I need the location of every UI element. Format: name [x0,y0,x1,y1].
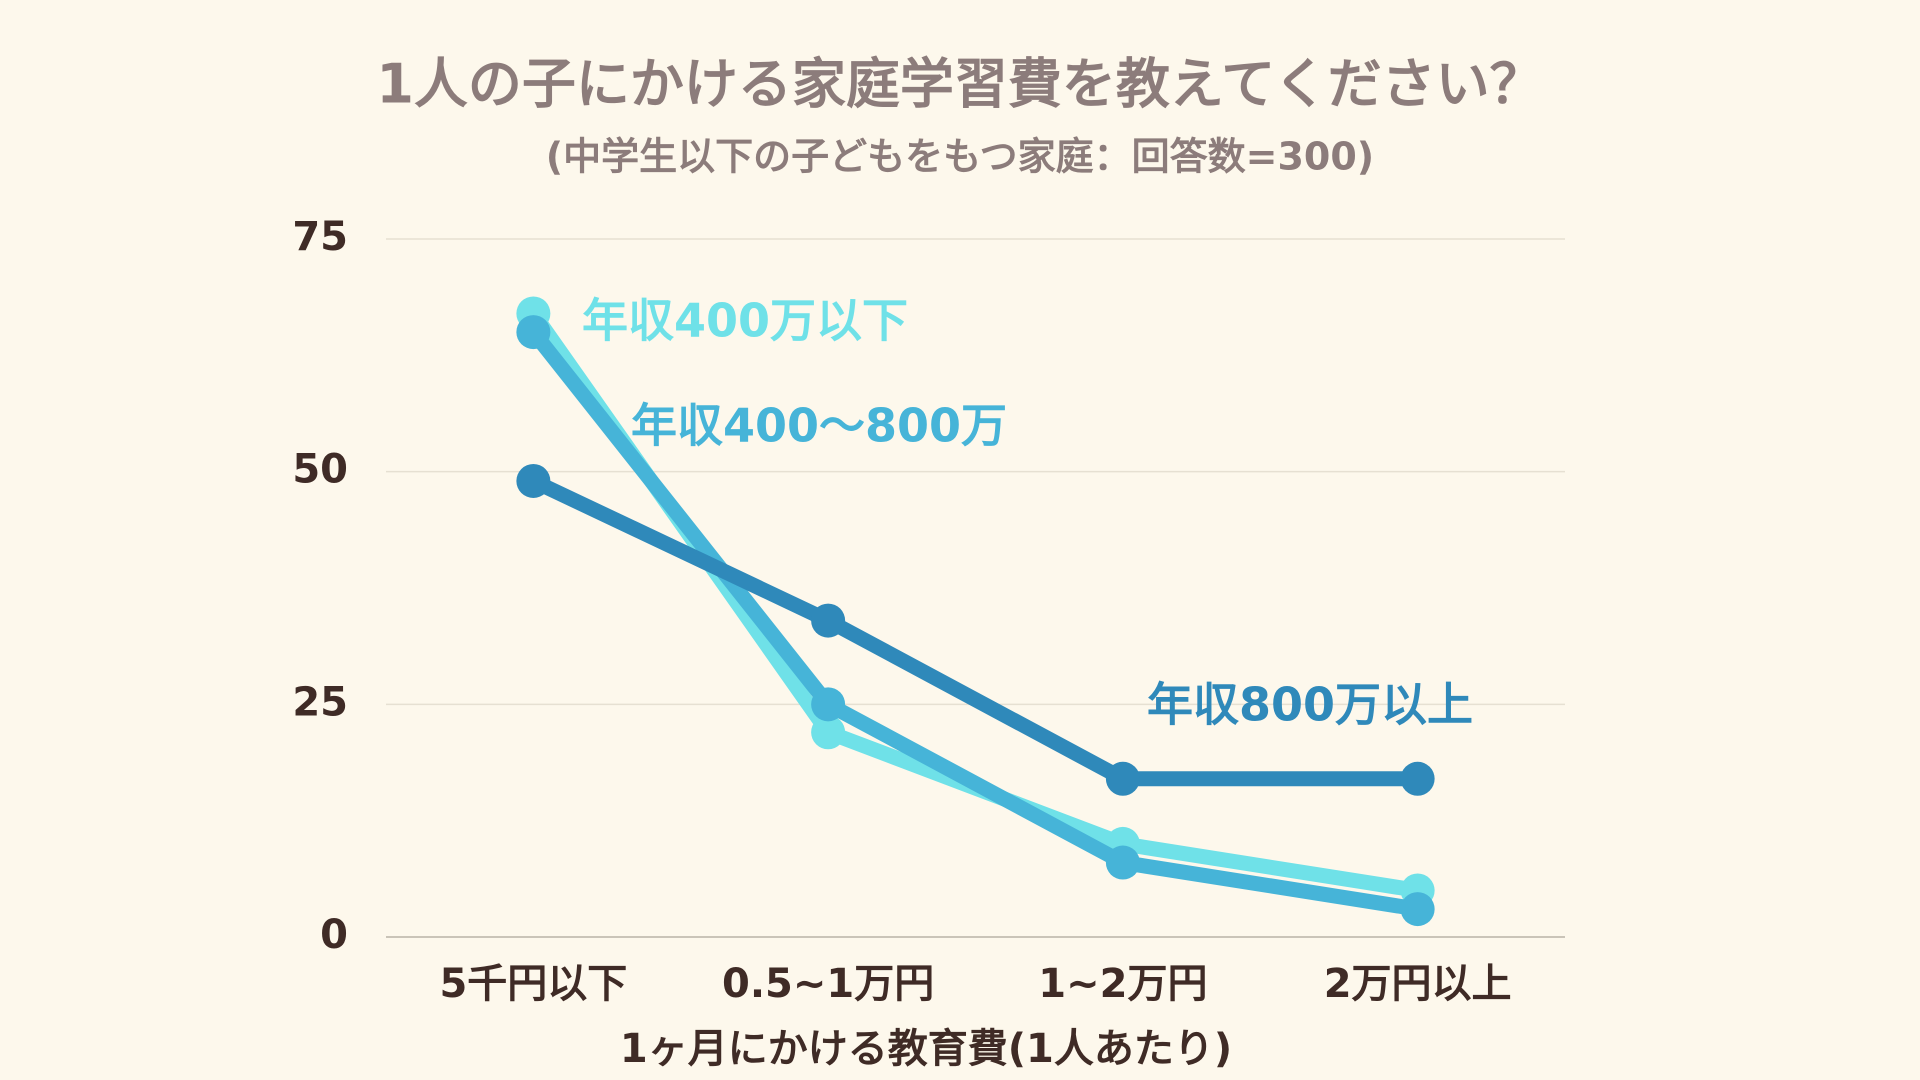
series-label: 年収400〜800万 [631,399,1007,453]
chart-title: 1人の子にかける家庭学習費を教えてください？ [376,53,1543,116]
chart-subtitle: (中学生以下の子どもをもつ家庭：回答数=300) [546,135,1374,179]
point [516,463,551,498]
point [811,687,846,722]
x-axis-title: 1ヶ月にかける教育費(1人あたり) [620,1026,1232,1072]
x-tick-label: 5千円以下 [439,961,627,1007]
x-tick-label: 1~2万円 [1038,961,1207,1007]
series-line [525,324,1426,917]
y-tick-label: 75 [292,214,348,260]
point [811,715,846,750]
x-tick-label: 2万円以上 [1324,961,1512,1007]
x-tick-label: 0.5~1万円 [722,961,934,1007]
y-tick-label: 0 [320,912,348,958]
point [516,315,551,350]
series-line [525,473,1426,787]
point [1105,761,1140,796]
point [1400,761,1435,796]
series-label: 年収800万以上 [1147,678,1473,732]
point [811,603,846,638]
point [1400,892,1435,927]
series-label: 年収400万以下 [582,294,908,348]
point [1105,845,1140,880]
y-tick-label: 50 [292,447,348,493]
y-tick-label: 25 [292,679,348,725]
